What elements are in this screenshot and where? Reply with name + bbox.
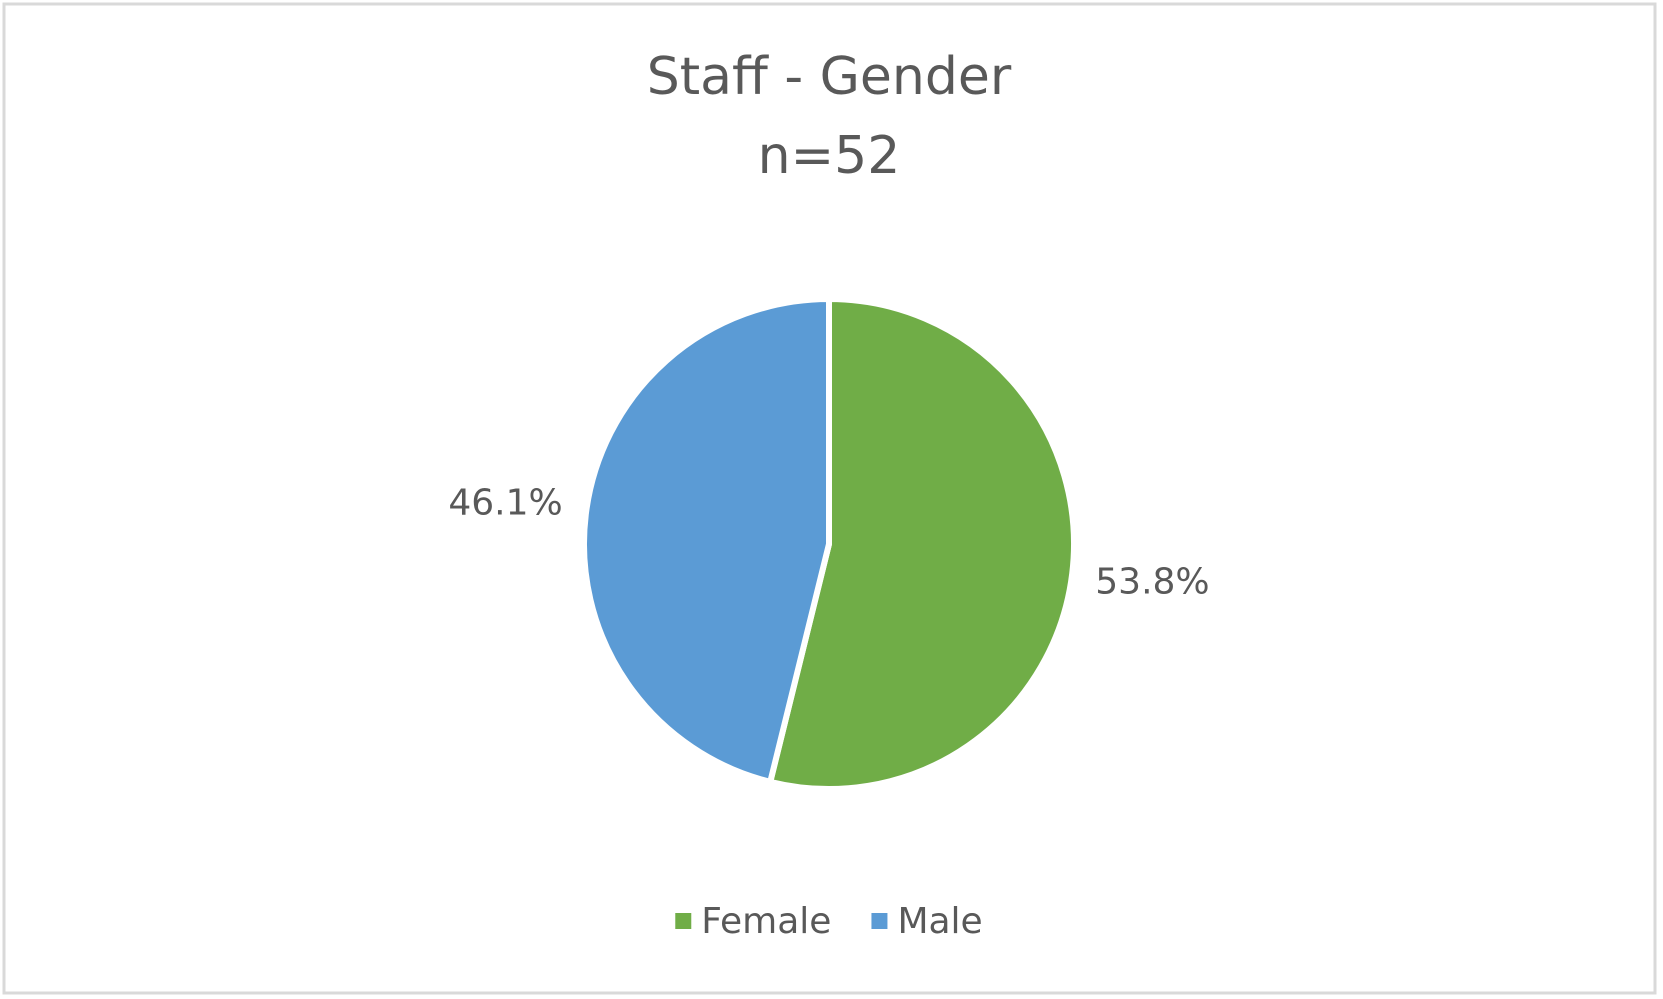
data-label: 46.1%: [448, 483, 562, 524]
legend-label: Female: [701, 901, 831, 942]
data-label: 53.8%: [1095, 561, 1209, 602]
legend-label: Male: [897, 901, 982, 942]
legend-swatch: [871, 913, 888, 929]
pie-slice: [766, 295, 1077, 792]
chart-subtitle: n=52: [758, 126, 901, 186]
legend-swatch: [675, 913, 692, 929]
pie-slice: [581, 295, 832, 786]
chart-title: Staff - Gender: [647, 47, 1012, 107]
